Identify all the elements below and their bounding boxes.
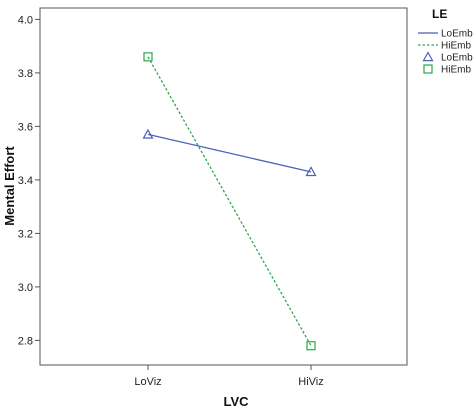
y-tick-label: 4.0: [18, 14, 33, 26]
legend-swatch-marker: [422, 51, 434, 62]
x-axis-title: LVC: [223, 394, 249, 409]
legend-label: LoEmb: [441, 53, 473, 64]
legend-label: LoEmb: [441, 29, 473, 40]
data-point-hiemb-loviz: [143, 52, 153, 62]
series-line-hiemb: [147, 56, 312, 347]
y-tick-label: 3.4: [18, 175, 33, 187]
data-point-loemb-loviz: [142, 128, 154, 139]
y-tick-label: 3.8: [18, 68, 33, 80]
series-layer: [142, 52, 317, 351]
x-axis: LoViz HiViz: [134, 365, 324, 388]
legend-title: LE: [432, 7, 447, 21]
y-tick-label: 3.2: [18, 228, 33, 240]
x-tick-label-loviz: LoViz: [134, 376, 161, 388]
y-tick-label: 3.0: [18, 282, 33, 294]
plot-frame: [39, 7, 408, 366]
legend-swatch-marker: [423, 64, 433, 74]
y-tick-label: 3.6: [18, 121, 33, 133]
y-axis-title: Mental Effort: [2, 146, 17, 226]
legend-label: HiEmb: [441, 65, 471, 76]
data-point-hiemb-hiviz: [306, 341, 316, 351]
series-line-loemb: [147, 133, 312, 173]
legend-label: HiEmb: [441, 41, 471, 52]
x-tick-label-hiviz: HiViz: [298, 376, 323, 388]
data-point-loemb-hiviz: [305, 166, 317, 177]
y-axis: 2.8 3.0 3.2 3.4 3.6 3.8 4.0: [18, 14, 40, 347]
y-tick-label: 2.8: [18, 335, 33, 347]
